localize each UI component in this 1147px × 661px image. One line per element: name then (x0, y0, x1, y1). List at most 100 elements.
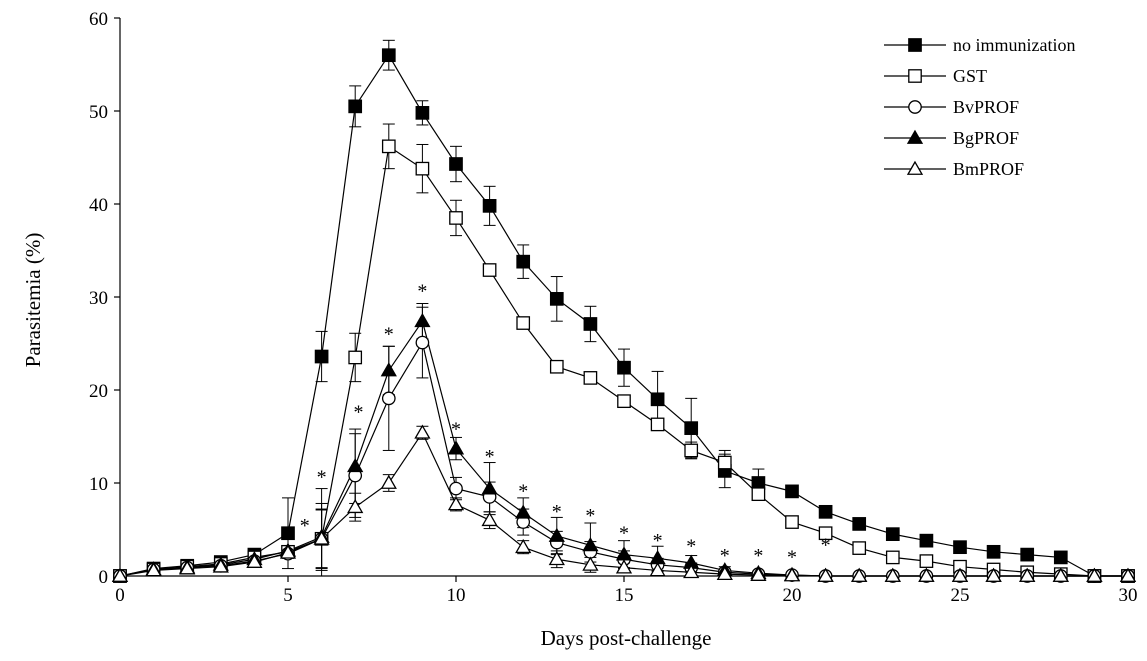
data-point-4-9 (414, 424, 431, 439)
y-tick-label: 0 (99, 567, 109, 588)
data-point-1-10 (449, 211, 463, 225)
data-point-3-13 (548, 527, 565, 542)
data-point-0-27 (1020, 547, 1035, 562)
x-axis-label: Days post-challenge (541, 626, 712, 650)
data-point-0-12 (516, 254, 531, 269)
legend: no immunization GST BvPROF BgPROF BmPROF (884, 35, 1075, 179)
data-point-1-7 (348, 350, 363, 365)
x-tick-label: 30 (1119, 585, 1138, 606)
data-point-2-10 (449, 481, 463, 496)
data-point-4-14 (582, 556, 599, 571)
data-point-1-23 (885, 550, 900, 565)
data-point-4-18 (716, 565, 733, 581)
data-point-4-5 (279, 544, 297, 559)
data-point-3-11 (481, 480, 498, 495)
data-point-4-7 (347, 498, 364, 514)
y-axis-label: Parasitemia (%) (21, 233, 45, 368)
asterisk-0: * (300, 515, 310, 537)
data-point-2-9 (415, 335, 430, 350)
asterisk-7: * (518, 481, 528, 503)
data-point-0-20 (785, 484, 799, 499)
data-point-4-3 (212, 558, 229, 573)
data-point-3-9 (414, 312, 431, 328)
x-tick-label: 10 (447, 585, 466, 606)
data-point-1-11 (482, 263, 497, 277)
data-point-0-17 (684, 421, 699, 435)
data-point-4-29 (1086, 567, 1103, 582)
legend-label-0: no immunization (953, 35, 1075, 55)
y-axis-ticks: 0 10 20 30 40 50 60 (89, 9, 120, 588)
x-tick-label: 5 (283, 585, 293, 606)
asterisk-2: * (354, 402, 364, 424)
data-point-4-4 (246, 553, 263, 568)
data-point-4-25 (951, 567, 969, 582)
legend-label-2: BvPROF (953, 97, 1019, 117)
legend-marker-0 (908, 38, 922, 52)
legend-label-1: GST (953, 66, 987, 86)
data-point-4-13 (548, 550, 565, 566)
y-tick-label: 30 (89, 288, 108, 309)
data-point-3-12 (515, 504, 532, 519)
data-point-0-7 (348, 99, 363, 114)
legend-marker-4 (906, 160, 924, 175)
x-tick-label: 20 (783, 585, 802, 606)
asterisk-11: * (653, 530, 663, 552)
data-point-4-24 (918, 567, 935, 582)
data-point-1-15 (617, 394, 631, 409)
asterisk-6: * (485, 446, 495, 468)
legend-label-4: BmPROF (953, 159, 1024, 179)
data-point-4-28 (1052, 567, 1069, 582)
data-point-0-5 (281, 526, 295, 541)
legend-marker-2 (908, 100, 922, 114)
x-axis-ticks: 0 5 10 15 20 25 30 (115, 576, 1138, 606)
y-tick-label: 50 (89, 102, 108, 123)
data-point-4-0 (111, 567, 129, 582)
data-point-1-9 (415, 161, 430, 176)
asterisk-5: * (451, 418, 461, 440)
data-point-4-23 (884, 567, 901, 582)
data-point-4-11 (481, 511, 498, 527)
data-point-0-8 (381, 48, 396, 63)
data-point-1-12 (516, 316, 531, 330)
data-point-3-7 (347, 457, 364, 473)
y-tick-label: 40 (89, 195, 108, 216)
data-point-3-14 (582, 536, 599, 552)
data-point-1-14 (583, 371, 598, 385)
data-point-0-16 (650, 392, 665, 407)
x-tick-label: 0 (115, 585, 125, 606)
data-point-4-16 (649, 562, 666, 577)
data-point-1-13 (549, 359, 564, 374)
data-point-4-26 (985, 567, 1002, 582)
asterisk-15: * (787, 547, 797, 569)
data-point-4-8 (380, 474, 397, 489)
data-point-4-19 (750, 566, 767, 581)
data-point-1-18 (717, 455, 732, 470)
asterisk-4: * (417, 281, 427, 303)
asterisk-8: * (552, 501, 562, 523)
data-point-1-21 (818, 526, 833, 541)
data-point-3-8 (380, 362, 397, 377)
x-tick-label: 25 (951, 585, 970, 606)
data-point-4-22 (851, 567, 868, 582)
data-point-0-6 (314, 349, 329, 364)
data-point-0-15 (617, 360, 631, 375)
data-point-0-24 (919, 533, 934, 548)
data-point-0-9 (415, 106, 430, 120)
data-point-4-6 (313, 530, 330, 545)
data-point-1-16 (650, 417, 665, 432)
x-tick-label: 15 (615, 585, 634, 606)
y-tick-label: 10 (89, 474, 108, 495)
data-point-4-15 (615, 559, 633, 574)
data-point-0-11 (482, 199, 497, 213)
y-tick-label: 60 (89, 9, 108, 30)
error-bars (147, 39, 765, 577)
significance-asterisks: * * * * * * * * * * * * * * * * * (300, 281, 831, 569)
asterisk-14: * (753, 545, 763, 567)
asterisk-13: * (720, 545, 730, 567)
data-point-4-21 (817, 567, 834, 582)
data-point-0-21 (818, 504, 833, 519)
data-point-0-23 (885, 527, 900, 542)
series-markers (111, 48, 1137, 583)
asterisk-3: * (384, 323, 394, 345)
